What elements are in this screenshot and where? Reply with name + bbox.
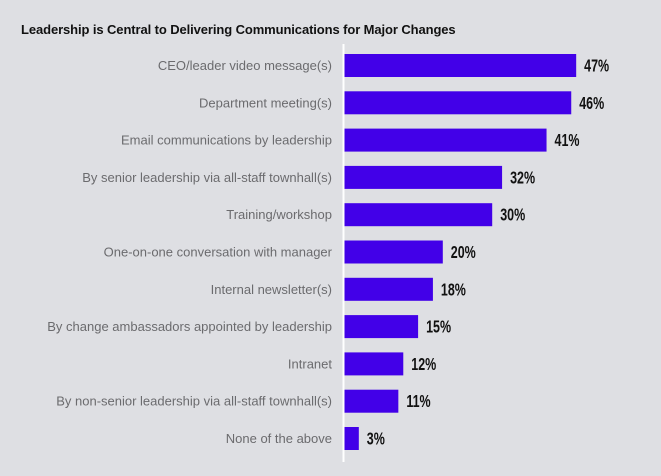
- value-label: 32%: [510, 168, 535, 188]
- category-label: CEO/leader video message(s): [158, 58, 332, 73]
- value-label: 3%: [367, 429, 385, 449]
- bar: [344, 54, 577, 77]
- value-label: 20%: [451, 243, 476, 263]
- category-label: Department meeting(s): [199, 95, 332, 110]
- value-label: 41%: [555, 131, 580, 151]
- category-label: One-on-one conversation with manager: [104, 245, 333, 260]
- category-label: By senior leadership via all-staff townh…: [82, 170, 332, 185]
- category-label: By change ambassadors appointed by leade…: [47, 319, 332, 334]
- category-label: Internal newsletter(s): [211, 282, 332, 297]
- value-label: 46%: [579, 94, 604, 114]
- value-label: 47%: [584, 56, 609, 76]
- bars-layer: CEO/leader video message(s) 47% Department…: [47, 54, 609, 450]
- category-label: Email communications by leadership: [121, 133, 332, 148]
- bar: [344, 389, 399, 413]
- value-label: 15%: [426, 318, 451, 338]
- value-label: 18%: [441, 280, 466, 300]
- bar: [344, 203, 493, 227]
- bar: [344, 427, 359, 450]
- value-label: 30%: [500, 206, 525, 226]
- chart-title: Leadership is Central to Delivering Comm…: [21, 22, 456, 37]
- category-label: By non-senior leadership via all-staff t…: [56, 394, 332, 409]
- bar: [344, 165, 503, 189]
- bar: [344, 128, 547, 152]
- value-label: 11%: [406, 392, 431, 412]
- value-label: 12%: [411, 355, 436, 375]
- bar: [344, 315, 419, 339]
- bar: [344, 240, 443, 264]
- category-label: None of the above: [226, 431, 332, 446]
- bar: [344, 352, 404, 376]
- category-label: Intranet: [288, 356, 332, 371]
- bar: [344, 277, 433, 301]
- category-label: Training/workshop: [226, 207, 332, 222]
- bar: [344, 91, 572, 115]
